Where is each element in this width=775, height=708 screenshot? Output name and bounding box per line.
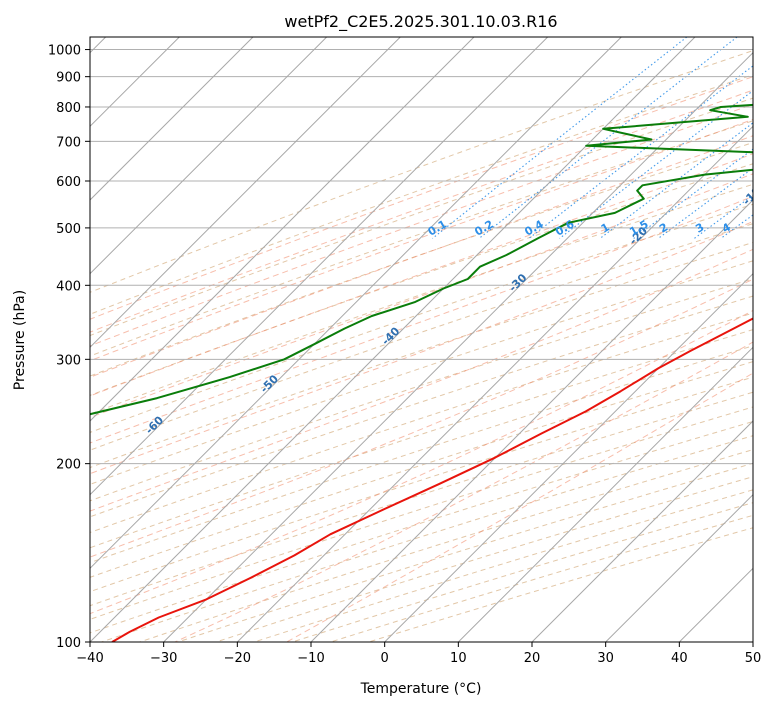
y-axis: 100 200 300 400 500 600 700 800 900 1000 bbox=[48, 44, 90, 651]
isotherm-line bbox=[90, 37, 254, 201]
x-tick-label: 10 bbox=[450, 651, 467, 666]
y-axis-label: Pressure (hPa) bbox=[12, 290, 28, 390]
mixing-ratio-line bbox=[658, 167, 753, 239]
x-tick-label: −10 bbox=[297, 651, 324, 666]
x-tick-label: 20 bbox=[524, 651, 541, 666]
y-tick-label: 800 bbox=[56, 101, 81, 116]
dry-adiabat bbox=[90, 74, 753, 315]
dry-adiabat bbox=[90, 97, 753, 337]
dry-adiabat bbox=[90, 295, 753, 518]
x-tick-label: −40 bbox=[76, 651, 103, 666]
dry-adiabat bbox=[90, 203, 753, 433]
moist-adiabat bbox=[90, 89, 753, 333]
isotherm-line bbox=[90, 37, 696, 642]
isotherm-line bbox=[90, 37, 475, 422]
isotherm-line bbox=[310, 199, 753, 642]
plot-area: -100-90-80-70-60-50-40-30-20-1000.10.20.… bbox=[90, 37, 753, 642]
dewpoint-profile-line bbox=[90, 103, 753, 416]
isotherm-line bbox=[90, 37, 549, 496]
y-tick-label: 1000 bbox=[48, 44, 81, 59]
isotherm-line bbox=[236, 125, 753, 642]
isotherm-line bbox=[90, 37, 622, 570]
x-tick-label: 0 bbox=[381, 651, 389, 666]
dry-adiabat bbox=[90, 241, 753, 469]
dry-adiabat bbox=[90, 345, 753, 564]
y-tick-label: 100 bbox=[56, 636, 81, 651]
y-tick-label: 500 bbox=[56, 222, 81, 237]
mixing-ratio-lines bbox=[432, 37, 753, 239]
isotherm-line bbox=[384, 272, 753, 642]
dry-adiabat bbox=[90, 376, 753, 593]
x-axis: −40 −30 −20 −10 0 10 20 30 40 50 bbox=[76, 642, 761, 666]
x-tick-label: 30 bbox=[597, 651, 614, 666]
mixing-ratio-line bbox=[478, 37, 738, 239]
y-tick-label: 200 bbox=[56, 458, 81, 473]
moist-adiabat bbox=[90, 195, 753, 444]
dry-adiabat bbox=[90, 50, 753, 293]
mixing-ratio-line bbox=[559, 90, 753, 239]
temperature-profile-line bbox=[111, 317, 753, 642]
y-tick-label: 400 bbox=[56, 279, 81, 294]
x-tick-label: 40 bbox=[671, 651, 688, 666]
y-tick-label: 700 bbox=[56, 135, 81, 150]
isotherm-line bbox=[163, 51, 753, 642]
dry-adiabat bbox=[90, 142, 753, 377]
x-tick-label: −20 bbox=[224, 651, 251, 666]
dry-adiabat bbox=[90, 183, 753, 415]
moist-adiabat bbox=[90, 76, 753, 320]
profile-lines bbox=[90, 103, 753, 642]
chart-title: wetPf2_C2E5.2025.301.10.03.R16 bbox=[284, 12, 557, 32]
y-tick-label: 900 bbox=[56, 71, 81, 86]
plot-frame bbox=[89, 36, 754, 643]
x-tick-label: 50 bbox=[745, 651, 762, 666]
moist-adiabat bbox=[90, 278, 753, 558]
x-tick-label: −30 bbox=[150, 651, 177, 666]
moist-adiabats bbox=[90, 76, 753, 642]
y-tick-label: 600 bbox=[56, 175, 81, 190]
moist-adiabat bbox=[90, 118, 753, 362]
isotherm-line bbox=[531, 420, 753, 642]
skewed-isotherms bbox=[90, 37, 753, 642]
y-tick-label: 300 bbox=[56, 353, 81, 368]
isotherm-line bbox=[457, 346, 753, 642]
x-axis-label: Temperature (°C) bbox=[360, 681, 482, 697]
dry-adiabat bbox=[90, 391, 753, 607]
moist-adiabat bbox=[90, 153, 753, 397]
moist-adiabat bbox=[90, 173, 753, 419]
dry-adiabat bbox=[90, 329, 753, 549]
dry-adiabat bbox=[90, 163, 753, 396]
isotherm-line bbox=[90, 37, 401, 349]
isotherm-line bbox=[605, 493, 753, 642]
isotherm-line bbox=[90, 37, 328, 275]
